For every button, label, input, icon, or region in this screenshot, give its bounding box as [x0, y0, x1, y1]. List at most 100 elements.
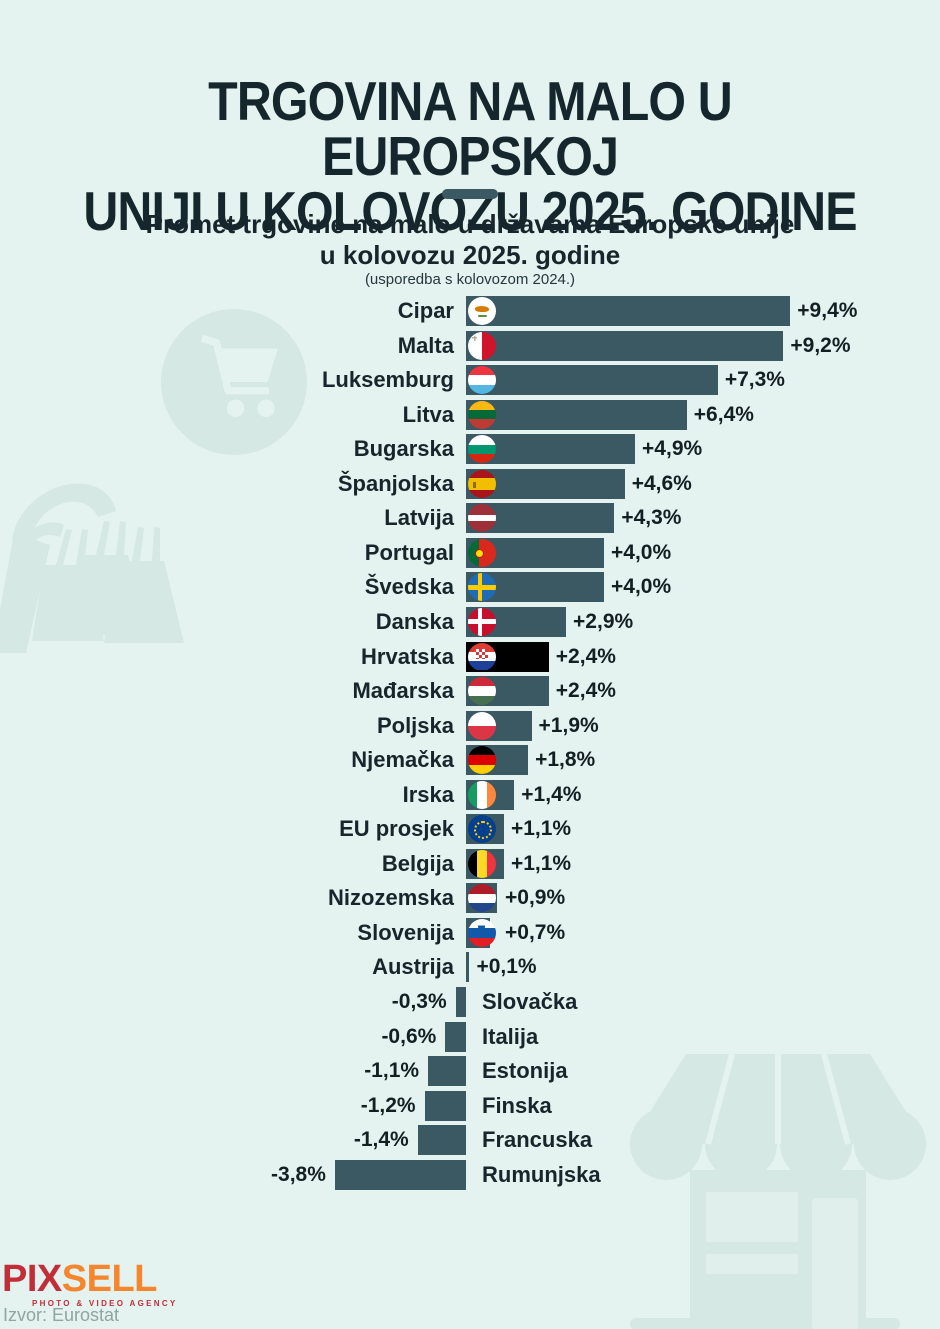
pixsell-logo-sell: SELL — [61, 1258, 158, 1300]
country-label: Njemačka — [351, 747, 454, 773]
chart-row: Belgija +1,1% — [0, 848, 940, 879]
value-label: +4,9% — [642, 437, 703, 461]
flag-luxembourg-icon — [468, 366, 496, 395]
pixsell-logo-pix: PIX — [2, 1258, 62, 1300]
chart-row: Španjolska +4,6% — [0, 468, 940, 499]
chart-row: Estonija -1,1% — [0, 1056, 940, 1087]
flag-netherlands-icon — [468, 884, 496, 913]
chart-row: Njemačka +1,8% — [0, 745, 940, 776]
chart-subtitle-line2: u kolovozu 2025. godine — [319, 240, 621, 270]
bar — [445, 1021, 466, 1052]
flag-bulgaria-icon — [468, 435, 496, 464]
country-label: Danska — [375, 608, 454, 634]
value-label: +1,1% — [510, 817, 572, 841]
value-label: +9,4% — [797, 299, 858, 322]
chart-row: Malta +9,2% — [0, 330, 940, 361]
pixsell-logo-text: PIXSELL — [2, 1260, 178, 1298]
bar — [466, 365, 718, 396]
bar — [455, 987, 466, 1017]
bar — [466, 330, 784, 361]
chart-subtitle: Promet trgovine na malo u državama Europ… — [0, 209, 940, 271]
flag-portugal-icon — [468, 538, 496, 567]
value-label: -1,1% — [364, 1059, 420, 1083]
country-label: Švedska — [364, 574, 454, 600]
value-label: -0,3% — [391, 990, 447, 1013]
chart-row: Poljska +1,9% — [0, 710, 940, 741]
flag-ireland-icon — [468, 780, 496, 809]
country-label: Rumunjska — [482, 1161, 601, 1187]
chart-row: Cipar +9,4% — [0, 296, 940, 326]
pixsell-logo: PIXSELL PHOTO & VIDEO AGENCY — [2, 1260, 178, 1308]
value-label: +4,0% — [611, 540, 672, 564]
country-label: Litva — [402, 401, 454, 427]
bar — [466, 399, 687, 430]
country-label: Mađarska — [352, 678, 454, 704]
country-label: Austrija — [372, 954, 454, 980]
flag-hungary-icon — [468, 677, 496, 706]
country-label: Portugal — [364, 539, 454, 565]
value-label: +2,4% — [555, 644, 616, 668]
flag-cyprus-icon — [468, 297, 496, 325]
chart-row: Mađarska +2,4% — [0, 676, 940, 707]
value-label: +1,1% — [510, 851, 572, 875]
page-title: TRGOVINA NA MALO U EUROPSKOJ UNIJI U KOL… — [56, 74, 883, 239]
country-label: Irska — [402, 781, 454, 807]
page-title-line1: TRGOVINA NA MALO U EUROPSKOJ — [208, 70, 733, 187]
country-label: Španjolska — [337, 470, 454, 496]
country-label: Estonija — [482, 1058, 568, 1084]
chart-row: Portugal +4,0% — [0, 537, 940, 568]
value-label: +0,1% — [476, 955, 537, 979]
chart-row: Italija -0,6% — [0, 1021, 940, 1052]
chart-row: Latvija +4,3% — [0, 503, 940, 534]
country-label: Belgija — [381, 850, 454, 876]
country-label: Francuska — [482, 1127, 593, 1153]
chart-row: Rumunjska -3,8% — [0, 1159, 940, 1190]
value-label: +1,9% — [538, 713, 599, 737]
flag-lithuania-icon — [468, 400, 496, 429]
country-label: EU prosjek — [339, 816, 454, 842]
title-divider — [442, 189, 498, 199]
country-label: Poljska — [376, 712, 454, 738]
chart-row: Nizozemska +0,9% — [0, 883, 940, 914]
chart-row: Danska +2,9% — [0, 606, 940, 637]
bar — [417, 1125, 466, 1156]
chart-row: Švedska +4,0% — [0, 572, 940, 603]
country-label: Slovenija — [357, 919, 454, 945]
chart-subtitle-line1: Promet trgovine na malo u državama Europ… — [145, 209, 795, 239]
comparison-note: (usporedba s kolovozom 2024.) — [364, 271, 576, 288]
value-label: +2,4% — [555, 679, 616, 703]
value-label: +2,9% — [573, 609, 634, 633]
country-label: Bugarska — [353, 436, 454, 462]
flag-sweden-icon — [468, 573, 496, 602]
value-label: +0,7% — [505, 920, 566, 944]
value-label: -0,6% — [381, 1024, 437, 1048]
chart-row: Litva +6,4% — [0, 399, 940, 430]
country-label: Luksemburg — [321, 367, 454, 393]
flag-germany-icon — [468, 746, 496, 775]
value-label: +6,4% — [693, 402, 754, 426]
pixsell-logo-tagline: PHOTO & VIDEO AGENCY — [32, 1299, 178, 1308]
value-label: -1,4% — [353, 1128, 409, 1152]
value-label: +4,3% — [621, 506, 682, 530]
bar — [466, 296, 791, 326]
value-label: +4,0% — [611, 575, 672, 599]
country-label: Cipar — [397, 298, 454, 323]
flag-malta-icon — [468, 331, 496, 360]
flag-belgium-icon — [468, 849, 496, 878]
country-label: Slovačka — [482, 989, 578, 1014]
country-label: Nizozemska — [328, 885, 454, 911]
bar — [424, 1090, 466, 1121]
chart-row: Finska -1,2% — [0, 1090, 940, 1121]
chart-row: Francuska -1,4% — [0, 1125, 940, 1156]
flag-eu-icon — [468, 815, 496, 844]
value-label: -3,8% — [271, 1162, 326, 1186]
chart-row: Irska +1,4% — [0, 779, 940, 810]
chart-row: Austrija +0,1% — [0, 952, 940, 983]
country-label: Latvija — [384, 505, 454, 531]
chart-row: Bugarska +4,9% — [0, 434, 940, 465]
flag-croatia-icon — [468, 642, 496, 671]
value-label: +7,3% — [724, 368, 785, 392]
country-label: Malta — [397, 332, 454, 358]
flag-spain-icon — [468, 469, 496, 498]
